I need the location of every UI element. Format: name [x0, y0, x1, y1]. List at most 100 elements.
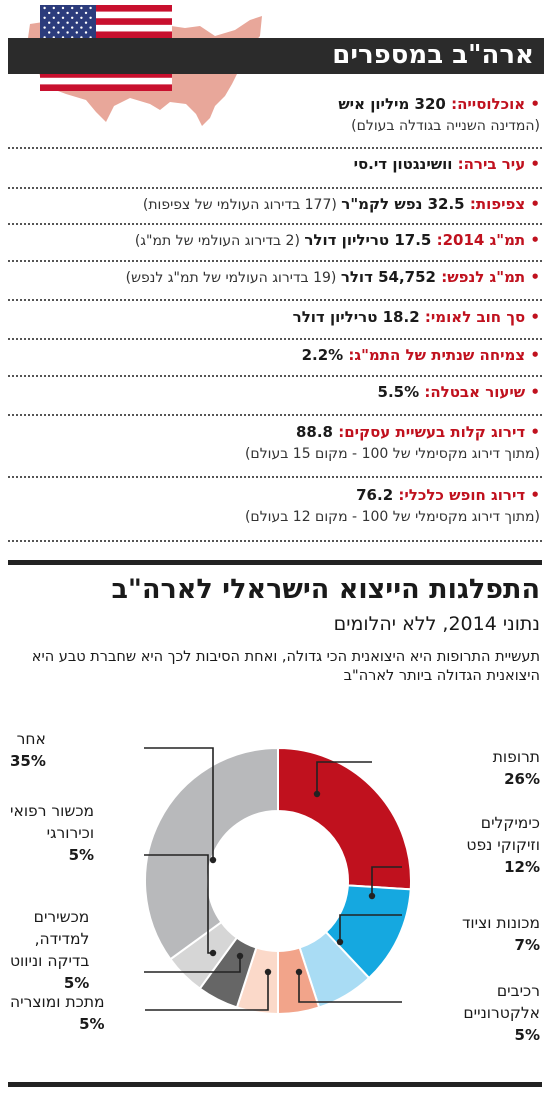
chart-description: תעשיית התרופות היא היצואנית הכי גדולה, ו…: [31, 649, 540, 684]
donut-slice: [277, 746, 412, 891]
dotted-separator: [8, 299, 542, 301]
fact-value: 2.2%: [301, 346, 344, 364]
dotted-separator: [8, 540, 542, 542]
fact-label: אוכלוסייה:: [445, 95, 526, 113]
leader-line: [339, 914, 402, 942]
leader-dot: [209, 856, 217, 864]
fact-row: • תמ"ג 2014: 17.5 טריליון דולר (2 בדירוג…: [10, 229, 540, 252]
fact-label: צמיחה שנתית של התמ"ג:: [343, 346, 526, 364]
fact-subnote: (מתוך דירוג מקסימלי של 100 - מקום 15 בעו…: [244, 446, 540, 462]
slice-percent: 5%: [68, 846, 95, 864]
fact-value: 18.2 טריליון דולר: [292, 308, 420, 326]
slice-label-text: מכונות וציוד: [461, 914, 540, 932]
slice-percent: 35%: [10, 752, 46, 770]
slice-label: רכיבים אלקטרוניים 5%: [463, 980, 540, 1046]
fact-value: 32.5 נפש לקמ"ר: [341, 195, 465, 213]
leader-line: [298, 972, 402, 1003]
fact-row: • תמ"ג לנפש: 54,752 דולר (19 בדירוג העול…: [10, 266, 540, 289]
slice-percent: 26%: [504, 770, 540, 788]
slice-percent: 5%: [514, 1026, 540, 1044]
fact-label: תמ"ג 2014:: [431, 231, 526, 249]
leader-dot: [368, 892, 376, 900]
slice-percent: 12%: [504, 858, 540, 876]
bullet-icon: •: [525, 268, 540, 286]
slice-percent: 5%: [79, 1015, 105, 1033]
donut-chart: [144, 746, 412, 1016]
leader-line: [144, 956, 241, 973]
bullet-icon: •: [525, 383, 540, 401]
bullet-icon: •: [525, 486, 540, 504]
fact-row: • צמיחה שנתית של התמ"ג: 2.2%: [10, 344, 540, 366]
fact-value: 88.8: [295, 423, 333, 441]
section-rule-top: [8, 560, 542, 565]
dotted-separator: [8, 187, 542, 189]
slice-label-text: תרופות: [492, 748, 540, 766]
slice-label-text: מכשירים: [33, 908, 90, 926]
fact-label: סך חוב לאומי:: [419, 308, 526, 326]
slice-label-text: רכיבים: [496, 982, 540, 1000]
fact-label: תמ"ג לנפש:: [436, 268, 526, 286]
fact-label: צפיפות:: [464, 195, 526, 213]
slice-label-text: וכירורגי: [46, 824, 95, 842]
leader-dot: [336, 938, 344, 946]
leader-line: [316, 761, 372, 794]
fact-value: 320 מיליון איש: [338, 95, 446, 113]
slice-percent: 7%: [514, 936, 540, 954]
slice-label-text: כימיקלים: [480, 814, 540, 832]
title-bar: [8, 38, 544, 74]
slice-label-text: בדיקה וניווט: [10, 952, 90, 970]
slice-label-text: מתכת ומוצריה: [10, 993, 105, 1011]
fact-row: • דירוג חופש כלכלי: 76.2 (מתוך דירוג מקסי…: [10, 484, 540, 528]
fact-value: 76.2: [356, 486, 394, 504]
fact-subnote: (המדינה השנייה בגודלה בעולם): [351, 118, 540, 134]
slice-label: כימיקלים וזיקוקי נפט 12%: [466, 812, 540, 878]
fact-value: 17.5 טריליון דולר: [304, 231, 432, 249]
leader-dot: [264, 968, 272, 976]
donut-slice: [144, 746, 279, 961]
slice-label: מתכת ומוצריה 5%: [10, 991, 105, 1035]
bullet-icon: •: [525, 195, 540, 213]
slice-label-text: מכשור רפואי: [10, 802, 95, 820]
leader-dot: [209, 949, 217, 957]
chart-title: התפלגות הייצוא הישראלי לארה"ב: [111, 574, 540, 605]
fact-value: 54,752 דולר: [340, 268, 436, 286]
fact-value: 5.5%: [377, 383, 420, 401]
slice-label: מכשור רפואי וכירורגי 5%: [10, 800, 94, 866]
fact-label: שיעור אבטלה:: [419, 383, 526, 401]
fact-value: וושינגטון די.סי: [353, 155, 453, 173]
fact-note: (177 בדירוג העולמי של צפיפות): [142, 197, 342, 213]
fact-row: • עיר בירה: וושינגטון די.סי: [10, 153, 540, 175]
slice-label-text: למדידה,: [34, 930, 90, 948]
leader-line: [144, 747, 214, 860]
page-title: ארה"ב במספרים: [332, 40, 534, 70]
fact-note: (2 בדירוג העולמי של תמ"ג): [134, 233, 305, 249]
dotted-separator: [8, 414, 542, 416]
fact-row: • סך חוב לאומי: 18.2 טריליון דולר: [10, 306, 540, 328]
slice-label-text: וזיקוקי נפט: [466, 836, 540, 854]
dotted-separator: [8, 338, 542, 340]
fact-row: • דירוג קלות בעשיית עסקים: 88.8 (מתוך דיר…: [10, 421, 540, 465]
bullet-icon: •: [525, 155, 540, 173]
leader-line: [371, 866, 402, 896]
fact-row: • צפיפות: 32.5 נפש לקמ"ר (177 בדירוג העו…: [10, 193, 540, 216]
fact-subnote: (מתוך דירוג מקסימלי של 100 - מקום 12 בעו…: [244, 509, 540, 525]
slice-label: תרופות 26%: [493, 746, 540, 790]
leader-dot: [236, 952, 244, 960]
slice-label-text: אלקטרוניים: [463, 1004, 540, 1022]
leader-line: [145, 972, 269, 1011]
chart-subtitle: נתוני 2014, ללא יהלומים: [333, 613, 540, 635]
slice-percent: 5%: [63, 974, 90, 992]
dotted-separator: [8, 147, 542, 149]
section-rule-bottom: [8, 1082, 542, 1087]
fact-row: • שיעור אבטלה: 5.5%: [10, 381, 540, 403]
fact-row: • אוכלוסייה: 320 מיליון איש (המדינה השניי…: [10, 93, 540, 137]
dotted-separator: [8, 223, 542, 225]
bullet-icon: •: [525, 423, 540, 441]
fact-note: (19 בדירוג העולמי של תמ"ג לנפש): [125, 270, 341, 286]
fact-label: דירוג חופש כלכלי:: [393, 486, 526, 504]
bullet-icon: •: [525, 346, 540, 364]
dotted-separator: [8, 375, 542, 377]
dotted-separator: [8, 476, 542, 478]
slice-label: מכונות וציוד 7%: [462, 912, 540, 956]
slice-label-text: אחר: [16, 730, 46, 748]
